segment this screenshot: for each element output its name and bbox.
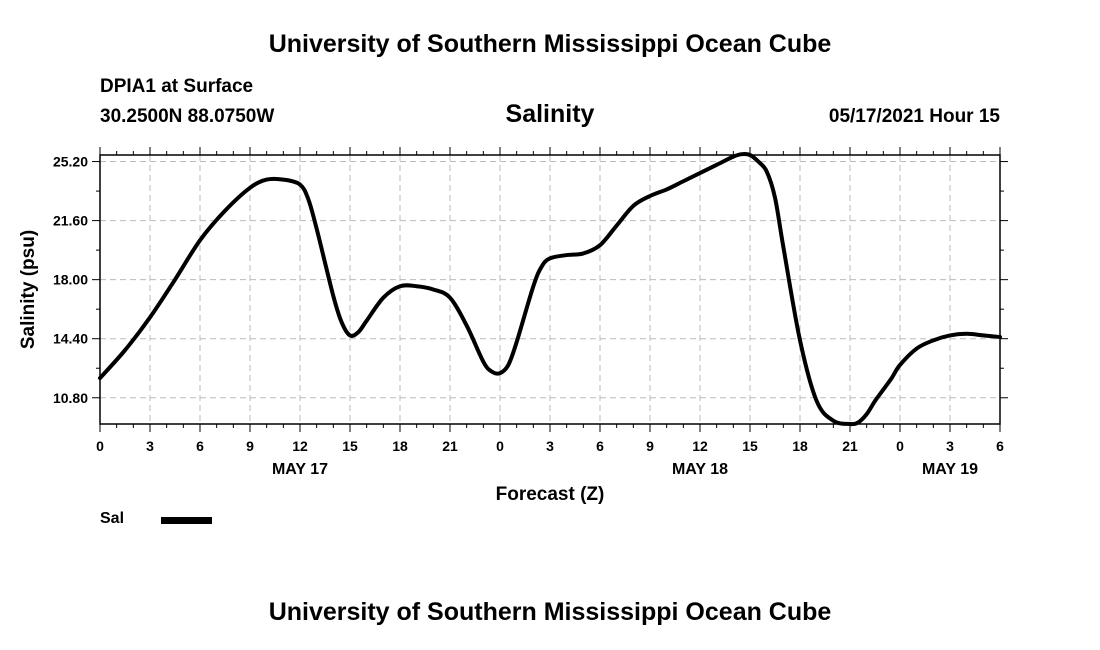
y-tick-label: 10.80 xyxy=(53,390,88,406)
y-tick-label: 21.60 xyxy=(53,213,88,229)
x-tick-label: 15 xyxy=(342,438,358,454)
series-line-sal xyxy=(98,151,1002,427)
x-tick-label: 12 xyxy=(292,438,308,454)
x-tick-label: 12 xyxy=(692,438,708,454)
x-tick-label: 3 xyxy=(546,438,554,454)
legend-swatch xyxy=(161,517,212,524)
x-tick-label: 6 xyxy=(996,438,1004,454)
coordinates-label: 30.2500N 88.0750W xyxy=(100,106,275,127)
x-tick-label: 15 xyxy=(742,438,758,454)
x-tick-label: 18 xyxy=(392,438,408,454)
y-axis-label: Salinity (psu) xyxy=(18,230,39,349)
chart-title: University of Southern Mississippi Ocean… xyxy=(268,30,832,58)
date-label: MAY 17 xyxy=(272,461,328,478)
x-tick-label: 21 xyxy=(442,438,458,454)
x-tick-label: 0 xyxy=(96,438,104,454)
x-tick-label: 0 xyxy=(496,438,504,454)
x-tick-label: 9 xyxy=(646,438,654,454)
x-tick-label: 3 xyxy=(146,438,154,454)
date-label: MAY 19 xyxy=(922,461,978,478)
x-tick-label: 21 xyxy=(842,438,858,454)
x-tick-label: 9 xyxy=(246,438,254,454)
y-tick-label: 18.00 xyxy=(53,272,88,288)
x-axis-label: Forecast (Z) xyxy=(496,484,605,505)
y-tick-label: 14.40 xyxy=(53,331,88,347)
x-tick-label: 6 xyxy=(596,438,604,454)
x-tick-label: 6 xyxy=(196,438,204,454)
y-tick-label: 25.20 xyxy=(53,154,88,170)
date-label: MAY 18 xyxy=(672,461,728,478)
legend-label: Sal xyxy=(100,510,125,527)
x-tick-label: 3 xyxy=(946,438,954,454)
x-tick-label: 18 xyxy=(792,438,808,454)
station-label: DPIA1 at Surface xyxy=(100,76,254,97)
x-tick-label: 0 xyxy=(896,438,904,454)
footer-title: University of Southern Mississippi Ocean… xyxy=(268,598,832,626)
variable-title: Salinity xyxy=(505,100,595,128)
timestamp-label: 05/17/2021 Hour 15 xyxy=(828,106,1000,127)
